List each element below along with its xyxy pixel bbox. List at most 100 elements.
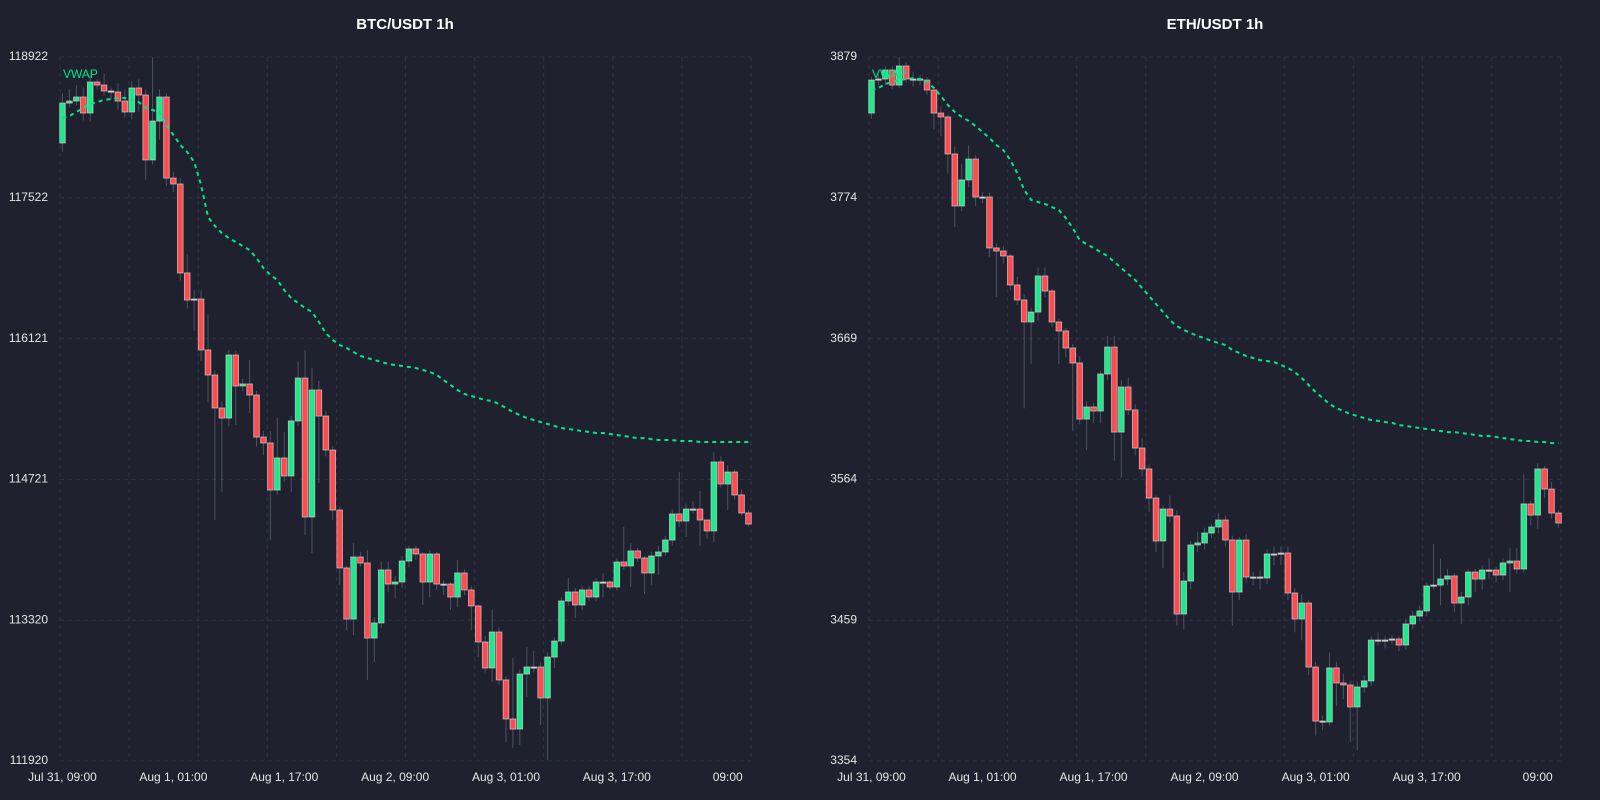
candle — [426, 549, 434, 598]
bullish-candle-body — [1423, 585, 1430, 612]
candle — [1201, 527, 1208, 550]
bullish-candle-body — [565, 591, 572, 602]
candle — [1180, 571, 1188, 630]
candle — [558, 597, 565, 646]
bullish-candle-body — [66, 100, 73, 104]
candle — [958, 164, 965, 212]
candle — [253, 391, 260, 447]
candle — [1138, 437, 1146, 477]
candle — [1451, 573, 1458, 613]
bullish-candle-body — [156, 96, 163, 122]
candle — [274, 417, 281, 495]
candle — [1326, 652, 1333, 727]
bearish-candle-body — [1451, 575, 1458, 604]
bearish-candle-body — [1527, 503, 1534, 516]
bullish-candle-body — [86, 81, 94, 114]
bullish-candle-body — [59, 102, 66, 144]
bearish-candle-body — [606, 581, 614, 588]
candle — [1354, 681, 1361, 751]
candle — [80, 87, 87, 121]
bullish-candle-body — [1374, 639, 1382, 642]
bearish-candle-body — [703, 519, 711, 532]
bearish-candle-body — [889, 69, 896, 86]
bearish-candle-body — [419, 553, 427, 583]
bullish-candle-body — [1159, 508, 1167, 542]
y-tick-label: 113320 — [9, 612, 48, 626]
candle — [641, 555, 648, 594]
bearish-candle-body — [717, 461, 725, 485]
bullish-candle-body — [662, 539, 669, 553]
eth-vwap-line — [871, 77, 1559, 445]
bullish-candle-body — [578, 589, 586, 606]
candle — [1416, 605, 1423, 622]
candle — [1242, 534, 1250, 583]
bearish-candle-body — [937, 112, 945, 118]
bearish-candle-body — [1111, 346, 1118, 433]
candle — [682, 503, 690, 537]
bearish-candle-body — [1125, 386, 1132, 411]
bullish-candle-body — [1194, 542, 1201, 546]
candle — [225, 349, 233, 427]
bullish-candle-body — [958, 179, 965, 207]
bullish-candle-body — [613, 561, 621, 588]
candle — [868, 77, 875, 119]
bearish-candle-body — [142, 94, 149, 161]
candle — [384, 562, 392, 593]
candle — [1305, 600, 1312, 676]
x-tick-label: Aug 2, 09:00 — [1171, 770, 1239, 784]
bullish-candle-body — [287, 420, 295, 477]
bearish-candle-body — [1312, 666, 1319, 722]
candle — [551, 637, 558, 668]
bearish-candle-body — [902, 65, 910, 80]
bullish-candle-body — [1520, 503, 1528, 570]
bullish-candle-body — [149, 120, 156, 161]
bullish-candle-body — [648, 555, 655, 574]
candle — [1270, 546, 1278, 566]
bearish-candle-body — [336, 509, 343, 569]
candle — [461, 568, 468, 596]
btc-candles — [59, 57, 752, 760]
bearish-candle-body — [1062, 330, 1070, 349]
candle — [1492, 566, 1500, 583]
bullish-candle-body — [1118, 386, 1125, 433]
candle — [544, 652, 551, 760]
bearish-candle-body — [1229, 539, 1236, 593]
bullish-candle-body — [1208, 526, 1215, 534]
bearish-candle-body — [1090, 406, 1097, 412]
candle — [468, 586, 475, 630]
bearish-candle-body — [731, 471, 738, 496]
candle — [509, 658, 517, 748]
candle — [59, 93, 66, 152]
candle — [1111, 335, 1118, 461]
bullish-candle-body — [965, 158, 972, 181]
candle — [475, 604, 482, 658]
candle — [930, 87, 938, 130]
bullish-candle-body — [1381, 639, 1389, 642]
candle — [287, 416, 295, 492]
bearish-candle-body — [197, 298, 205, 351]
bullish-candle-body — [1458, 596, 1465, 604]
candle — [1277, 546, 1285, 566]
candle — [979, 192, 986, 204]
y-tick-label: 114721 — [9, 472, 48, 486]
bearish-candle-body — [107, 90, 115, 93]
candle — [1548, 482, 1555, 519]
bullish-candle-body — [1097, 373, 1104, 412]
candle — [937, 106, 945, 137]
candle — [322, 411, 330, 457]
bearish-candle-body — [384, 569, 392, 585]
candle — [1478, 565, 1486, 590]
candle — [163, 93, 170, 186]
bullish-candle-body — [979, 196, 986, 199]
bearish-candle-body — [267, 442, 274, 491]
candle — [211, 370, 219, 520]
x-tick-label: 09:00 — [1523, 770, 1553, 784]
btc-grid — [59, 56, 752, 762]
btc-vwap-line — [62, 97, 749, 443]
bullish-candle-body — [391, 581, 399, 585]
candle — [627, 543, 634, 587]
x-tick-label: Aug 3, 17:00 — [583, 770, 651, 784]
candle — [107, 87, 115, 100]
candle — [1347, 680, 1354, 743]
bearish-candle-body — [433, 553, 440, 585]
